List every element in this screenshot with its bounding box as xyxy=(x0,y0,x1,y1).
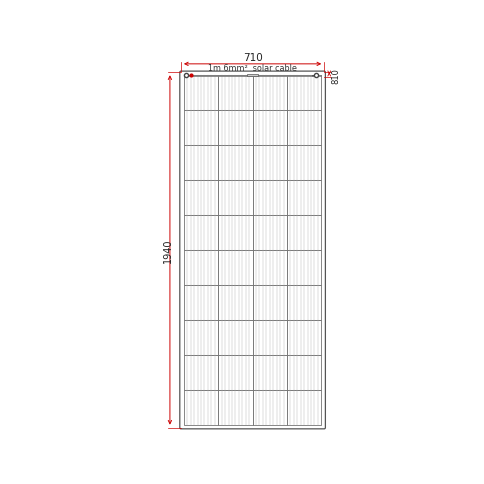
Bar xyxy=(252,320,287,355)
Bar xyxy=(218,286,252,320)
Bar xyxy=(218,215,252,250)
Bar xyxy=(252,111,287,146)
Bar xyxy=(287,76,321,111)
Bar xyxy=(252,181,287,215)
Bar xyxy=(183,146,218,181)
Bar xyxy=(252,390,287,425)
Bar xyxy=(183,390,218,425)
Bar xyxy=(287,286,321,320)
Bar xyxy=(190,76,192,77)
Text: 710: 710 xyxy=(242,53,262,63)
Bar xyxy=(218,76,252,111)
Bar xyxy=(287,355,321,390)
Bar xyxy=(287,215,321,250)
Bar xyxy=(183,181,218,215)
Bar xyxy=(287,320,321,355)
Bar xyxy=(183,76,321,77)
Bar xyxy=(218,320,252,355)
Bar xyxy=(246,76,257,77)
Bar xyxy=(218,111,252,146)
Text: 1m 6mm²  solar cable: 1m 6mm² solar cable xyxy=(208,64,296,73)
Bar xyxy=(252,146,287,181)
Bar xyxy=(287,111,321,146)
Bar xyxy=(218,355,252,390)
Bar xyxy=(183,250,218,286)
Bar xyxy=(252,250,287,286)
Bar xyxy=(183,111,218,146)
Bar xyxy=(252,355,287,390)
Text: 1940: 1940 xyxy=(163,238,173,263)
FancyBboxPatch shape xyxy=(180,72,325,429)
Text: 810: 810 xyxy=(331,68,340,84)
Bar xyxy=(252,215,287,250)
Bar xyxy=(252,76,287,111)
Bar xyxy=(218,390,252,425)
Bar xyxy=(311,76,313,77)
Bar xyxy=(287,390,321,425)
Bar xyxy=(183,355,218,390)
Bar xyxy=(183,215,218,250)
Bar xyxy=(287,146,321,181)
Bar xyxy=(218,250,252,286)
Bar xyxy=(183,76,218,111)
Bar xyxy=(252,286,287,320)
Bar xyxy=(183,286,218,320)
Bar xyxy=(287,181,321,215)
Bar xyxy=(183,320,218,355)
Bar xyxy=(218,181,252,215)
Bar xyxy=(287,250,321,286)
Bar xyxy=(218,146,252,181)
